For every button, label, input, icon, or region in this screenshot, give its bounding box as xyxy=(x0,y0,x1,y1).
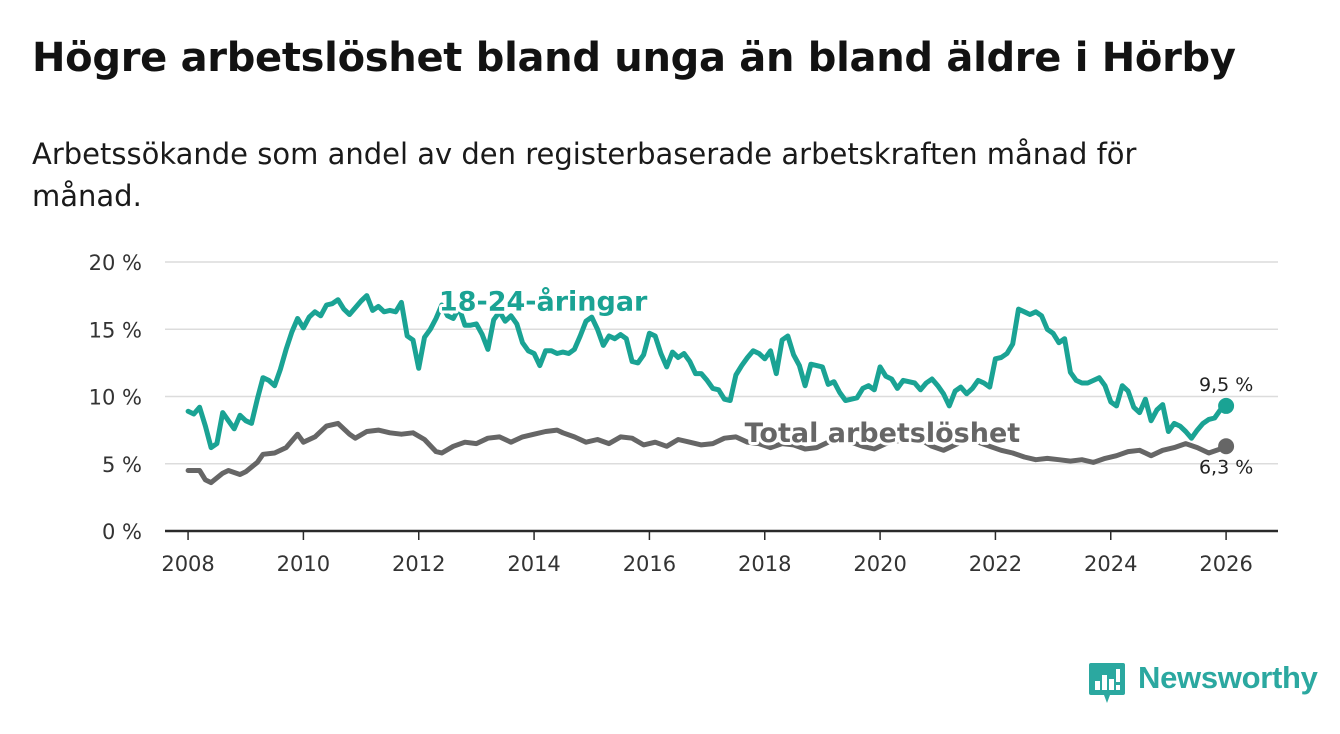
series-end-marker xyxy=(1218,438,1235,455)
series-name-label: 18-24-åringar xyxy=(439,285,648,317)
bar-chart-icon xyxy=(1089,663,1125,703)
x-tick-label: 2008 xyxy=(161,552,214,576)
x-tick-label: 2016 xyxy=(623,552,676,576)
grid-lines xyxy=(165,261,1278,465)
x-tick-label: 2010 xyxy=(277,552,330,576)
x-tick-label: 2012 xyxy=(392,552,445,576)
x-tick-label: 2018 xyxy=(738,552,791,576)
x-tick-label: 2024 xyxy=(1084,552,1137,576)
chart-title: Högre arbetslöshet bland unga än bland ä… xyxy=(32,35,1236,81)
series-line xyxy=(185,420,1229,486)
series-name-label: Total arbetslöshet xyxy=(745,418,1021,449)
x-tick-label: 2022 xyxy=(969,552,1022,576)
y-tick-label: 0 % xyxy=(102,520,142,544)
brand-name: Newsworthy xyxy=(1138,660,1318,695)
x-tick-label: 2020 xyxy=(853,552,906,576)
y-tick-label: 10 % xyxy=(89,386,142,410)
series-end-marker xyxy=(1218,397,1235,414)
x-tick-label: 2014 xyxy=(507,552,560,576)
x-tick-label: 2026 xyxy=(1199,552,1252,576)
y-tick-label: 5 % xyxy=(102,453,142,477)
series-labels: 9,5 % 6,3 % 18-24-åringar Total arbetslöshe… xyxy=(436,282,1253,478)
series-lines xyxy=(185,293,1235,486)
end-value-label: 6,3 % xyxy=(1199,456,1253,478)
chart-subtitle: Arbetssökande som andel av den registerb… xyxy=(32,137,1137,213)
series-line xyxy=(185,293,1229,451)
end-value-label: 9,5 % xyxy=(1199,374,1253,396)
y-tick-label: 15 % xyxy=(89,318,142,342)
axes: 0 % 5 % 10 % 15 % 20 % 2008 2010 2012 2014 2016 20… xyxy=(89,251,1278,576)
y-tick-label: 20 % xyxy=(89,251,142,275)
